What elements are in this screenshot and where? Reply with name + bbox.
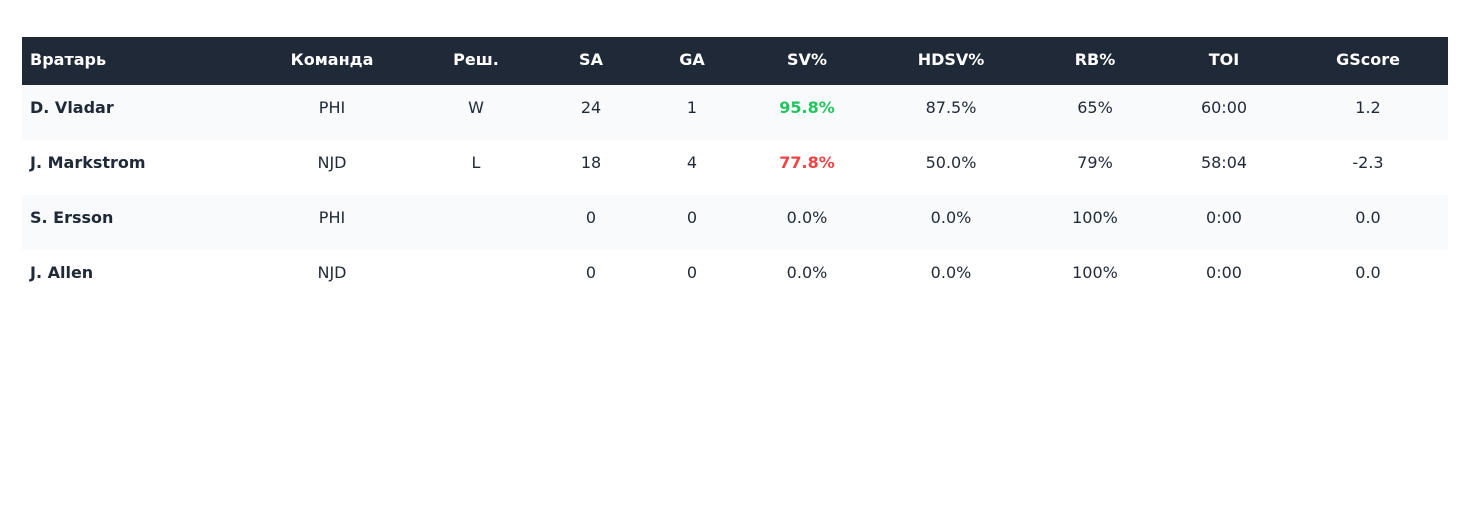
- decision-cell: L: [471, 153, 481, 172]
- decision-cell: [412, 250, 540, 305]
- sa-cell: 0: [585, 208, 597, 227]
- rb-pct-cell: 65%: [1077, 98, 1113, 117]
- header-toi[interactable]: TOI: [1208, 49, 1240, 69]
- sv-pct-cell: 77.8%: [779, 153, 835, 172]
- sv-pct-cell: 0.0%: [786, 208, 828, 227]
- sv-pct-cell: 95.8%: [779, 98, 835, 117]
- table-row: S. Ersson PHI 0 0 0.0% 0.0% 100% 0:00 0.…: [22, 195, 1448, 250]
- header-gscore[interactable]: GScore: [1336, 49, 1400, 69]
- sv-pct-cell: 0.0%: [786, 263, 828, 282]
- hdsv-pct-cell: 0.0%: [930, 208, 972, 227]
- header-team[interactable]: Команда: [290, 49, 374, 69]
- hdsv-pct-cell: 87.5%: [925, 98, 977, 117]
- team-cell: NJD: [317, 263, 347, 282]
- header-sv-pct[interactable]: SV%: [787, 49, 827, 69]
- sa-cell: 18: [580, 153, 602, 172]
- table-row: D. Vladar PHI W 24 1 95.8% 87.5% 65% 60:…: [22, 85, 1448, 140]
- header-rb-pct[interactable]: RB%: [1074, 49, 1116, 69]
- table-row: J. Markstrom NJD L 18 4 77.8% 50.0% 79% …: [22, 140, 1448, 195]
- ga-cell: 0: [686, 208, 698, 227]
- rb-pct-cell: 79%: [1077, 153, 1113, 172]
- toi-cell: 0:00: [1206, 208, 1242, 227]
- goalie-name: S. Ersson: [30, 208, 114, 227]
- goalie-name: J. Markstrom: [30, 153, 146, 172]
- header-hdsv-pct[interactable]: HDSV%: [917, 49, 985, 69]
- table-row: J. Allen NJD 0 0 0.0% 0.0% 100% 0:00 0.0: [22, 250, 1448, 305]
- rb-pct-cell: 100%: [1072, 208, 1118, 227]
- toi-cell: 0:00: [1206, 263, 1242, 282]
- ga-cell: 4: [686, 153, 698, 172]
- toi-cell: 60:00: [1200, 98, 1248, 117]
- toi-cell: 58:04: [1200, 153, 1248, 172]
- header-decision[interactable]: Реш.: [453, 49, 499, 69]
- ga-cell: 0: [686, 263, 698, 282]
- goalie-stats-panel: Вратарь Команда Реш. SA GA SV% HDSV% RB%…: [22, 37, 1448, 305]
- hdsv-pct-cell: 50.0%: [925, 153, 977, 172]
- team-cell: NJD: [317, 153, 347, 172]
- gscore-cell: 0.0: [1355, 263, 1381, 282]
- table-header-row: Вратарь Команда Реш. SA GA SV% HDSV% RB%…: [22, 37, 1448, 85]
- team-cell: PHI: [318, 208, 346, 227]
- team-cell: PHI: [318, 98, 346, 117]
- header-ga[interactable]: GA: [679, 49, 705, 69]
- ga-cell: 1: [686, 98, 698, 117]
- decision-cell: W: [468, 98, 484, 117]
- goalie-name: D. Vladar: [30, 98, 114, 117]
- header-sa[interactable]: SA: [579, 49, 603, 69]
- goalie-name: J. Allen: [30, 263, 94, 282]
- rb-pct-cell: 100%: [1072, 263, 1118, 282]
- sa-cell: 0: [585, 263, 597, 282]
- hdsv-pct-cell: 0.0%: [930, 263, 972, 282]
- sa-cell: 24: [580, 98, 602, 117]
- gscore-cell: 1.2: [1355, 98, 1381, 117]
- goalie-stats-table: Вратарь Команда Реш. SA GA SV% HDSV% RB%…: [22, 37, 1448, 305]
- gscore-cell: -2.3: [1352, 153, 1384, 172]
- gscore-cell: 0.0: [1355, 208, 1381, 227]
- decision-cell: [412, 195, 540, 250]
- header-goalie[interactable]: Вратарь: [30, 49, 107, 69]
